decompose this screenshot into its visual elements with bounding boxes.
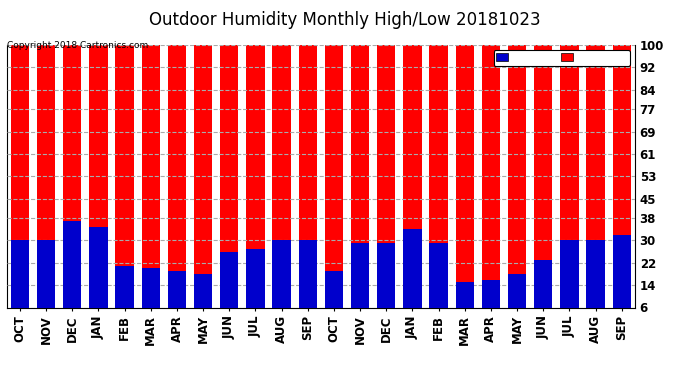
Bar — [89, 45, 108, 308]
Bar — [194, 274, 213, 308]
Bar — [534, 45, 553, 308]
Bar — [63, 45, 81, 308]
Bar — [377, 243, 395, 308]
Bar — [613, 235, 631, 308]
Bar — [377, 45, 395, 308]
Bar — [115, 45, 134, 308]
Bar — [11, 240, 29, 308]
Bar — [482, 45, 500, 308]
Bar — [246, 45, 264, 308]
Bar — [455, 45, 474, 308]
Bar — [482, 280, 500, 308]
Bar — [351, 45, 369, 308]
Bar — [37, 240, 55, 308]
Text: Outdoor Humidity Monthly High/Low 20181023: Outdoor Humidity Monthly High/Low 201810… — [149, 11, 541, 29]
Bar — [299, 45, 317, 308]
Bar — [586, 240, 604, 308]
Bar — [403, 45, 422, 308]
Bar — [194, 45, 213, 308]
Bar — [325, 271, 343, 308]
Bar — [455, 282, 474, 308]
Bar — [534, 260, 553, 308]
Bar — [168, 271, 186, 308]
Bar — [115, 266, 134, 308]
Bar — [325, 45, 343, 308]
Bar — [273, 45, 290, 308]
Bar — [220, 45, 239, 308]
Bar — [351, 243, 369, 308]
Bar — [141, 268, 160, 308]
Bar — [89, 226, 108, 308]
Bar — [429, 243, 448, 308]
Bar — [220, 252, 239, 308]
Bar — [168, 45, 186, 308]
Bar — [560, 45, 578, 308]
Bar — [613, 45, 631, 308]
Text: Copyright 2018 Cartronics.com: Copyright 2018 Cartronics.com — [7, 41, 148, 50]
Bar — [508, 274, 526, 308]
Bar — [560, 240, 578, 308]
Bar — [508, 45, 526, 308]
Bar — [273, 240, 290, 308]
Bar — [586, 45, 604, 308]
Bar — [246, 249, 264, 308]
Bar — [37, 45, 55, 308]
Bar — [11, 45, 29, 308]
Bar — [299, 240, 317, 308]
Bar — [403, 229, 422, 308]
Bar — [429, 45, 448, 308]
Legend: Low  (%), High  (%): Low (%), High (%) — [493, 50, 630, 66]
Bar — [63, 221, 81, 308]
Bar — [141, 45, 160, 308]
